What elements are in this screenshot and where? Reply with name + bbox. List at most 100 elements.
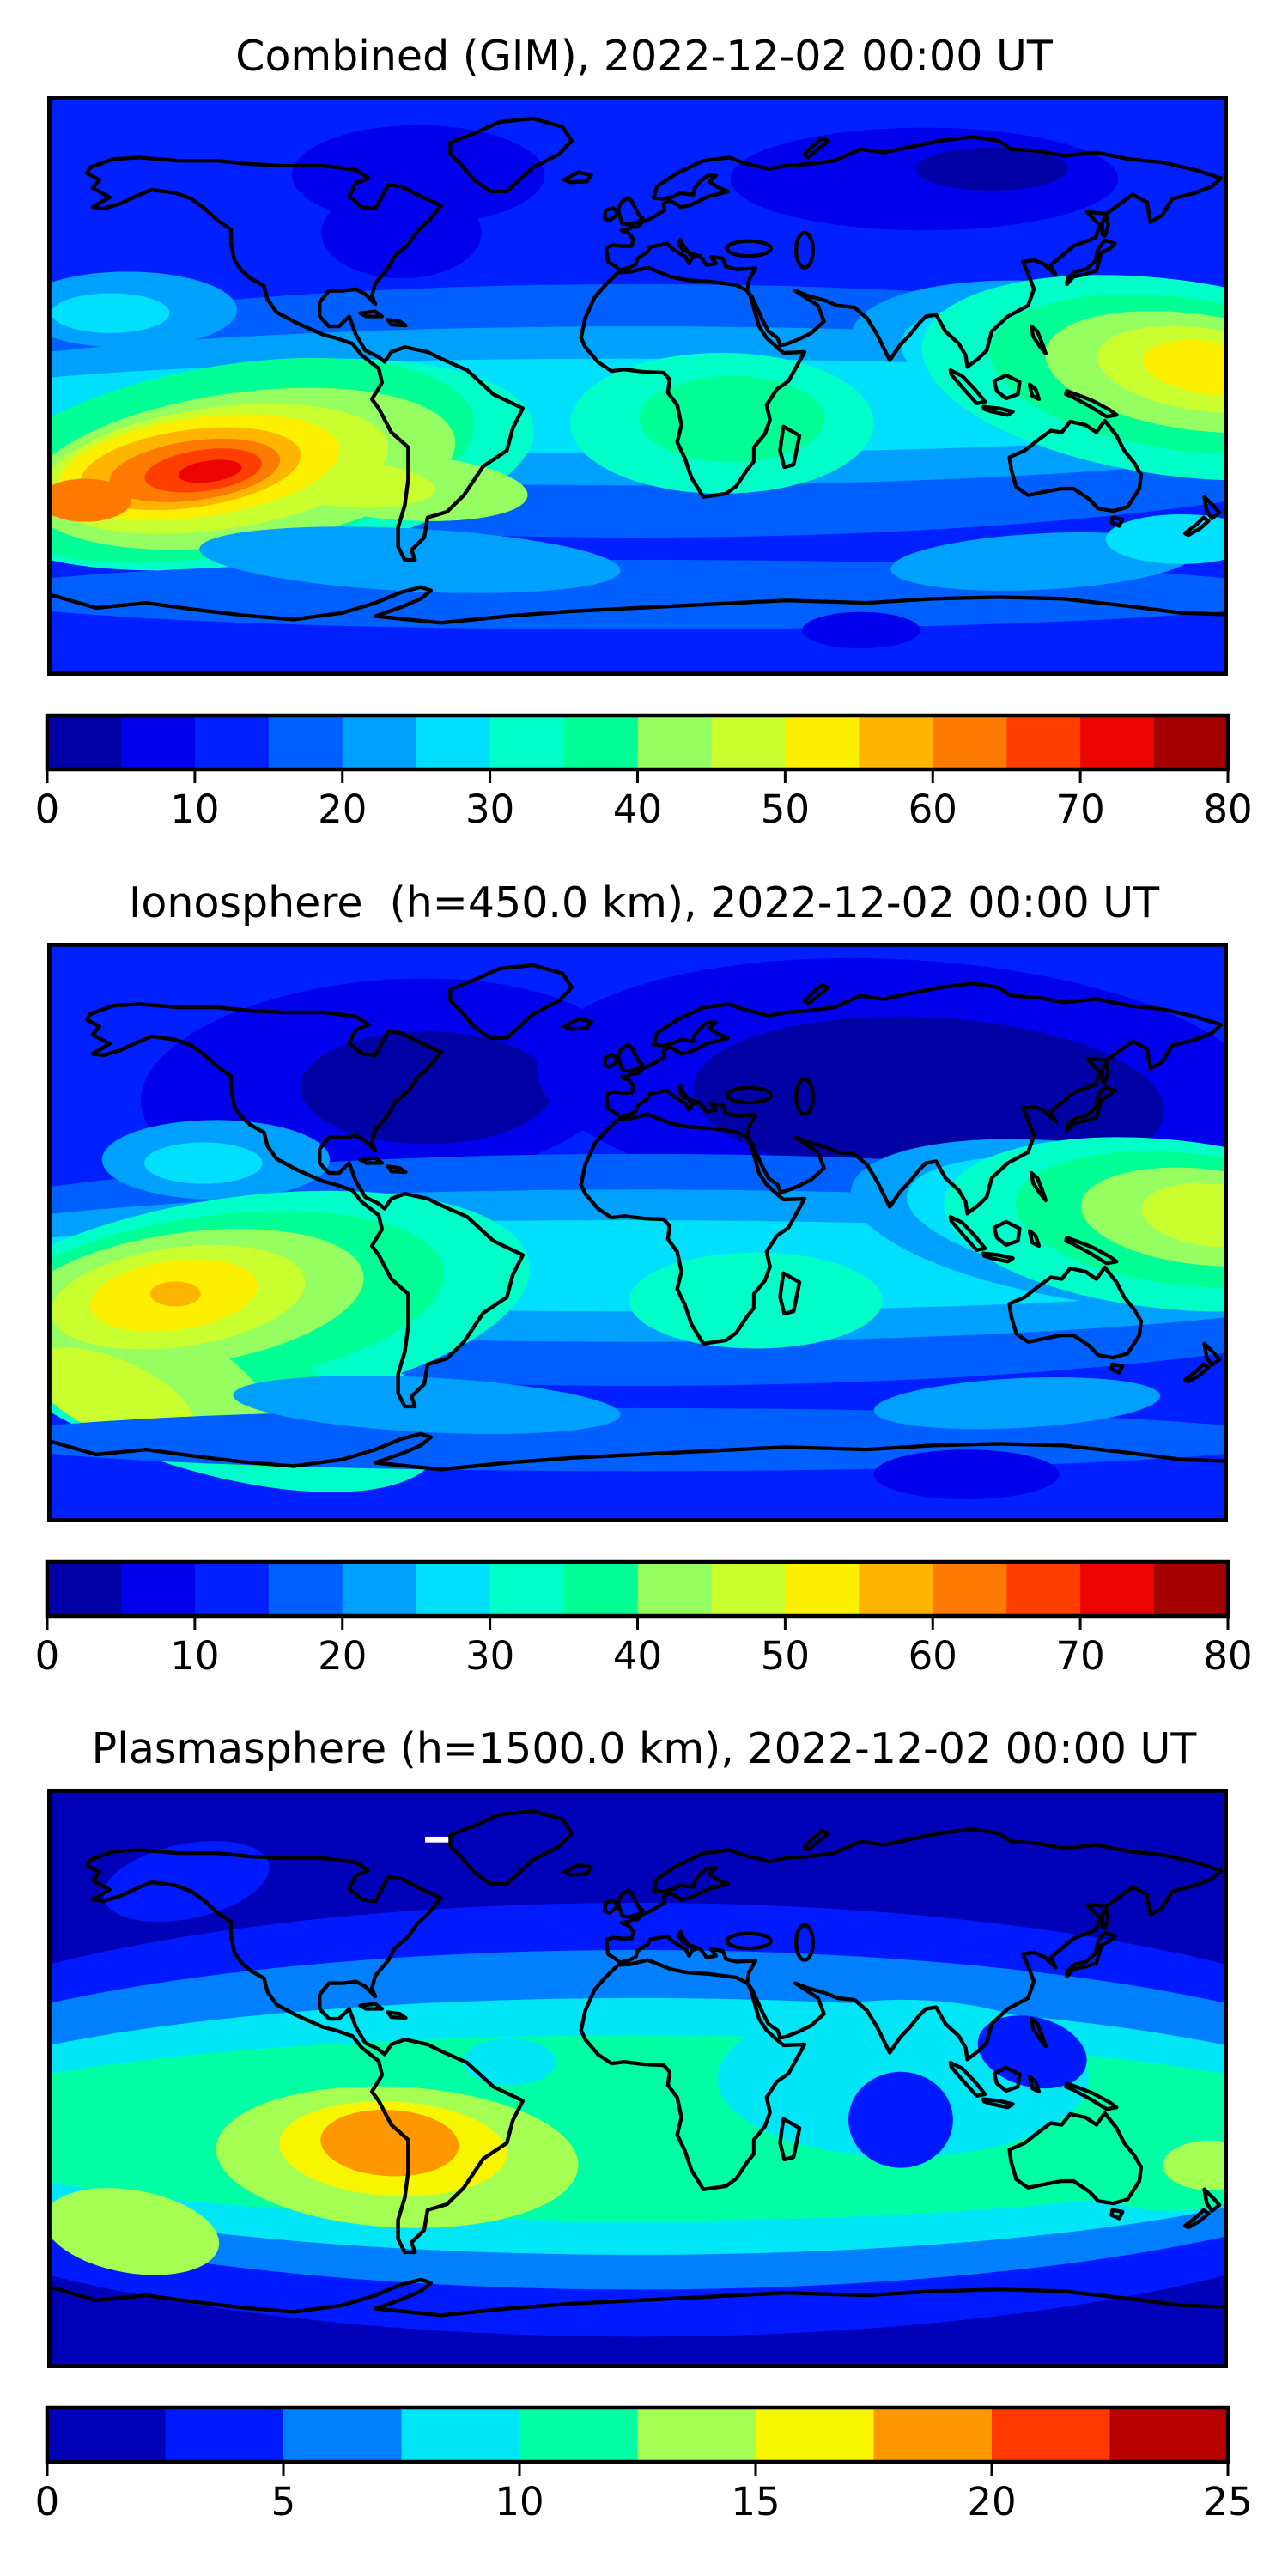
colorbar-tick-label: 10 [170, 1633, 219, 1679]
colorbar-segment [637, 715, 713, 769]
colorbar-segment [194, 1562, 270, 1616]
colorbar-segment [1154, 715, 1229, 769]
colorbar-tick-label: 30 [465, 1633, 514, 1679]
contour-band [178, 459, 242, 483]
contour-band [320, 2109, 459, 2177]
colorbar-segment [1006, 715, 1081, 769]
colorbar-segment [194, 715, 270, 769]
colorbar-segment [120, 715, 196, 769]
contour-band [1141, 1182, 1228, 1248]
panel-title: Plasmasphere (h=1500.0 km), 2022-12-02 0… [91, 1724, 1197, 1773]
colorbar-segment [859, 715, 934, 769]
colorbar-tick-label: 60 [908, 787, 957, 832]
colorbar-tick-label: 5 [271, 2479, 296, 2524]
colorbar-segment [283, 2408, 403, 2462]
contour-band [143, 1142, 263, 1184]
contour-band [463, 2038, 556, 2086]
colorbar-segment [992, 2408, 1111, 2462]
colorbar-segment [785, 1562, 860, 1616]
contour-band [802, 611, 920, 649]
colorbar-tick-label: 60 [908, 1633, 957, 1679]
map-border [47, 1789, 1228, 2368]
contour-band [51, 293, 170, 333]
contour-band [1105, 513, 1228, 564]
colorbar-segment [342, 1562, 417, 1616]
contour-band [47, 478, 132, 522]
contour-band [1143, 339, 1228, 396]
contour-band [848, 2071, 953, 2168]
colorbar-segment [563, 715, 639, 769]
map-ionosphere [47, 943, 1228, 1522]
colorbar-segment [1080, 715, 1155, 769]
colorbar-segment [933, 1562, 1007, 1616]
colorbar-segment [637, 2408, 756, 2462]
colorbar-segment [416, 1562, 491, 1616]
colorbar-tick-label: 70 [1055, 1633, 1104, 1679]
colorbar-tick-label: 25 [1203, 2479, 1252, 2524]
colorbar-tick-label: 10 [170, 787, 219, 832]
map-combined [47, 96, 1228, 676]
contour-band [1163, 2140, 1228, 2190]
colorbar-ionosphere: 0 10 20 30 40 50 60 70 80 [35, 1559, 1253, 1679]
contour-band [103, 1841, 270, 1922]
colorbar-segment [711, 715, 787, 769]
colorbar-segment [1109, 2408, 1229, 2462]
colorbar-segment [416, 715, 491, 769]
colorbar-segment [47, 2408, 167, 2462]
colorbar-tick-label: 40 [613, 787, 662, 832]
colorbar-tick-label: 10 [495, 2479, 544, 2524]
colorbar-segment [120, 1562, 196, 1616]
contour-band [300, 1031, 554, 1145]
colorbar-tick-label: 40 [613, 1633, 662, 1679]
colorbar-tick-label: 80 [1203, 787, 1252, 832]
contour-patch [425, 1836, 451, 1843]
panel-plasmasphere: Plasmasphere (h=1500.0 km), 2022-12-02 0… [0, 1692, 1288, 2539]
colorbar-segment [711, 1562, 787, 1616]
panel-title: Combined (GIM), 2022-12-02 00:00 UT [235, 32, 1053, 81]
contour-band [873, 1377, 1161, 1430]
colorbar-tick-label: 0 [35, 1633, 60, 1679]
colorbar-border [45, 2405, 1230, 2464]
colorbar-segment [1006, 1562, 1081, 1616]
colorbar-segment [1154, 1562, 1229, 1616]
contour-band [781, 2165, 879, 2215]
colorbar-segment [933, 715, 1007, 769]
colorbar-segment [859, 1562, 934, 1616]
contour-band [233, 1376, 621, 1434]
colorbar-tick-label: 0 [35, 2479, 60, 2524]
panel-ionosphere: Ionosphere (h=450.0 km), 2022-12-02 00:0… [0, 847, 1288, 1693]
colorbar-tick-label: 70 [1055, 787, 1104, 832]
contour-band [149, 1281, 201, 1307]
contour-band [915, 147, 1068, 191]
colorbar-segment [268, 1562, 343, 1616]
contour-band [321, 187, 482, 279]
contour-band [620, 2109, 731, 2172]
colorbar-segment [268, 715, 343, 769]
panel-combined: Combined (GIM), 2022-12-02 00:00 UT 0 10 2… [0, 0, 1288, 847]
colorbar-segment [489, 1562, 565, 1616]
colorbar-combined: 0 10 20 30 40 50 60 70 80 [35, 713, 1253, 832]
map-border [47, 96, 1228, 676]
colorbar-tick-label: 15 [731, 2479, 780, 2524]
colorbar-segment [563, 1562, 639, 1616]
contour-band [47, 2188, 220, 2275]
colorbar-segment [489, 715, 565, 769]
colorbar-segment [47, 1562, 122, 1616]
map-plasmasphere [47, 1789, 1228, 2368]
colorbar-segment [519, 2408, 639, 2462]
colorbar-tick-label: 20 [967, 2479, 1016, 2524]
colorbar-segment [873, 2408, 993, 2462]
panel-title: Ionosphere (h=450.0 km), 2022-12-02 00:0… [128, 878, 1160, 927]
contour-band [639, 375, 825, 463]
contour-band [873, 1449, 1060, 1499]
colorbar-tick-label: 20 [318, 787, 367, 832]
colorbar-plasmasphere: 0 5 10 15 20 25 [35, 2405, 1253, 2524]
colorbar-segment [785, 715, 860, 769]
colorbar-tick-label: 80 [1203, 1633, 1252, 1679]
colorbar-tick-label: 50 [761, 787, 810, 832]
colorbar-segment [401, 2408, 520, 2462]
colorbar-tick-label: 0 [35, 787, 60, 832]
colorbar-segment [1080, 1562, 1155, 1616]
colorbar-segment [165, 2408, 284, 2462]
